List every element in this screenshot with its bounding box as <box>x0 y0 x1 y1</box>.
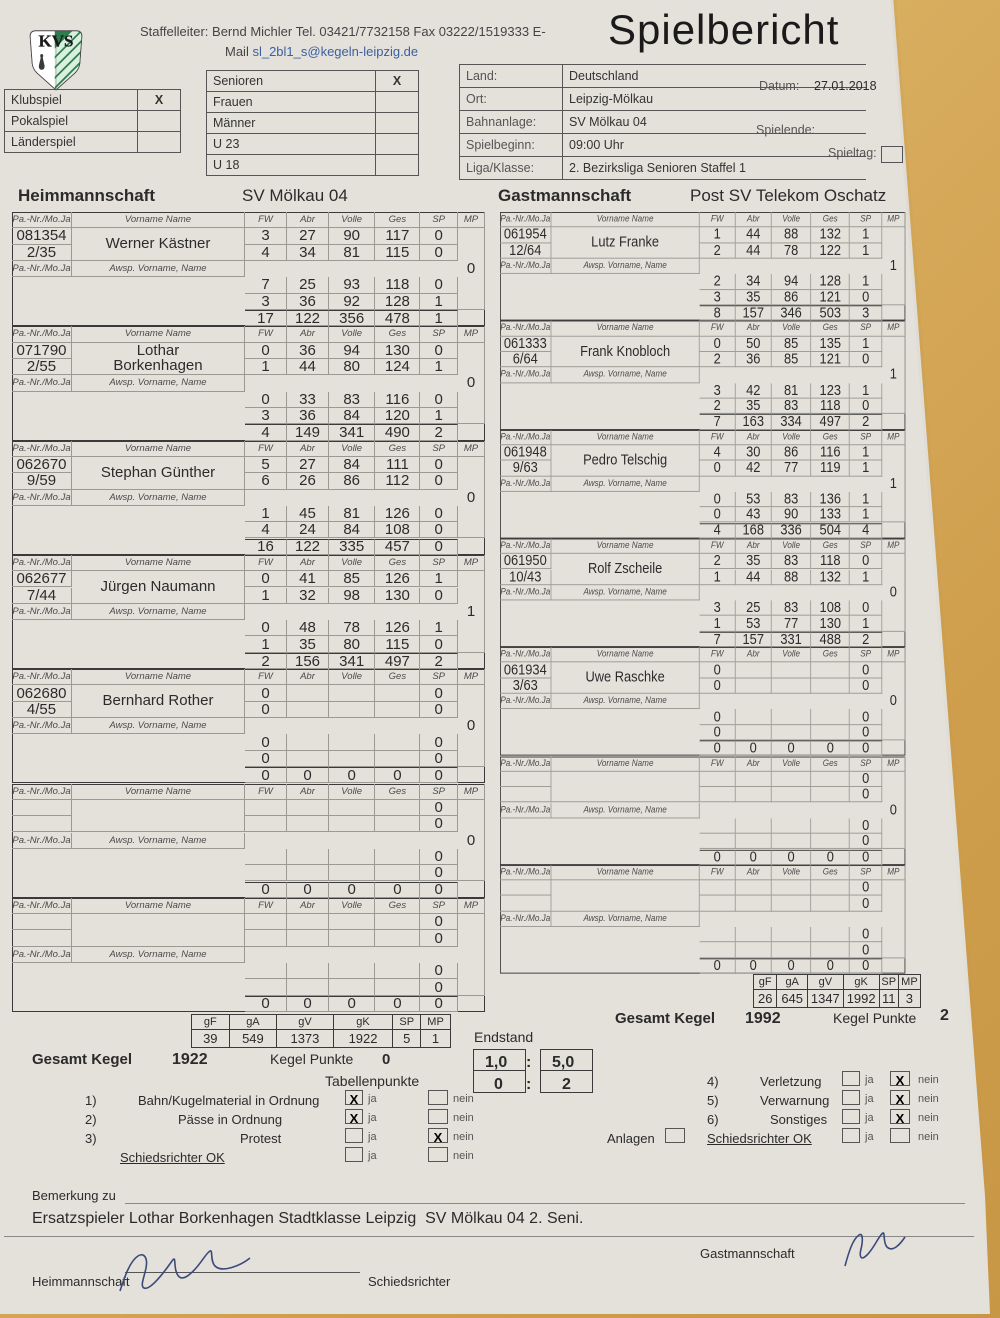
svg-text:KVS: KVS <box>39 31 74 50</box>
